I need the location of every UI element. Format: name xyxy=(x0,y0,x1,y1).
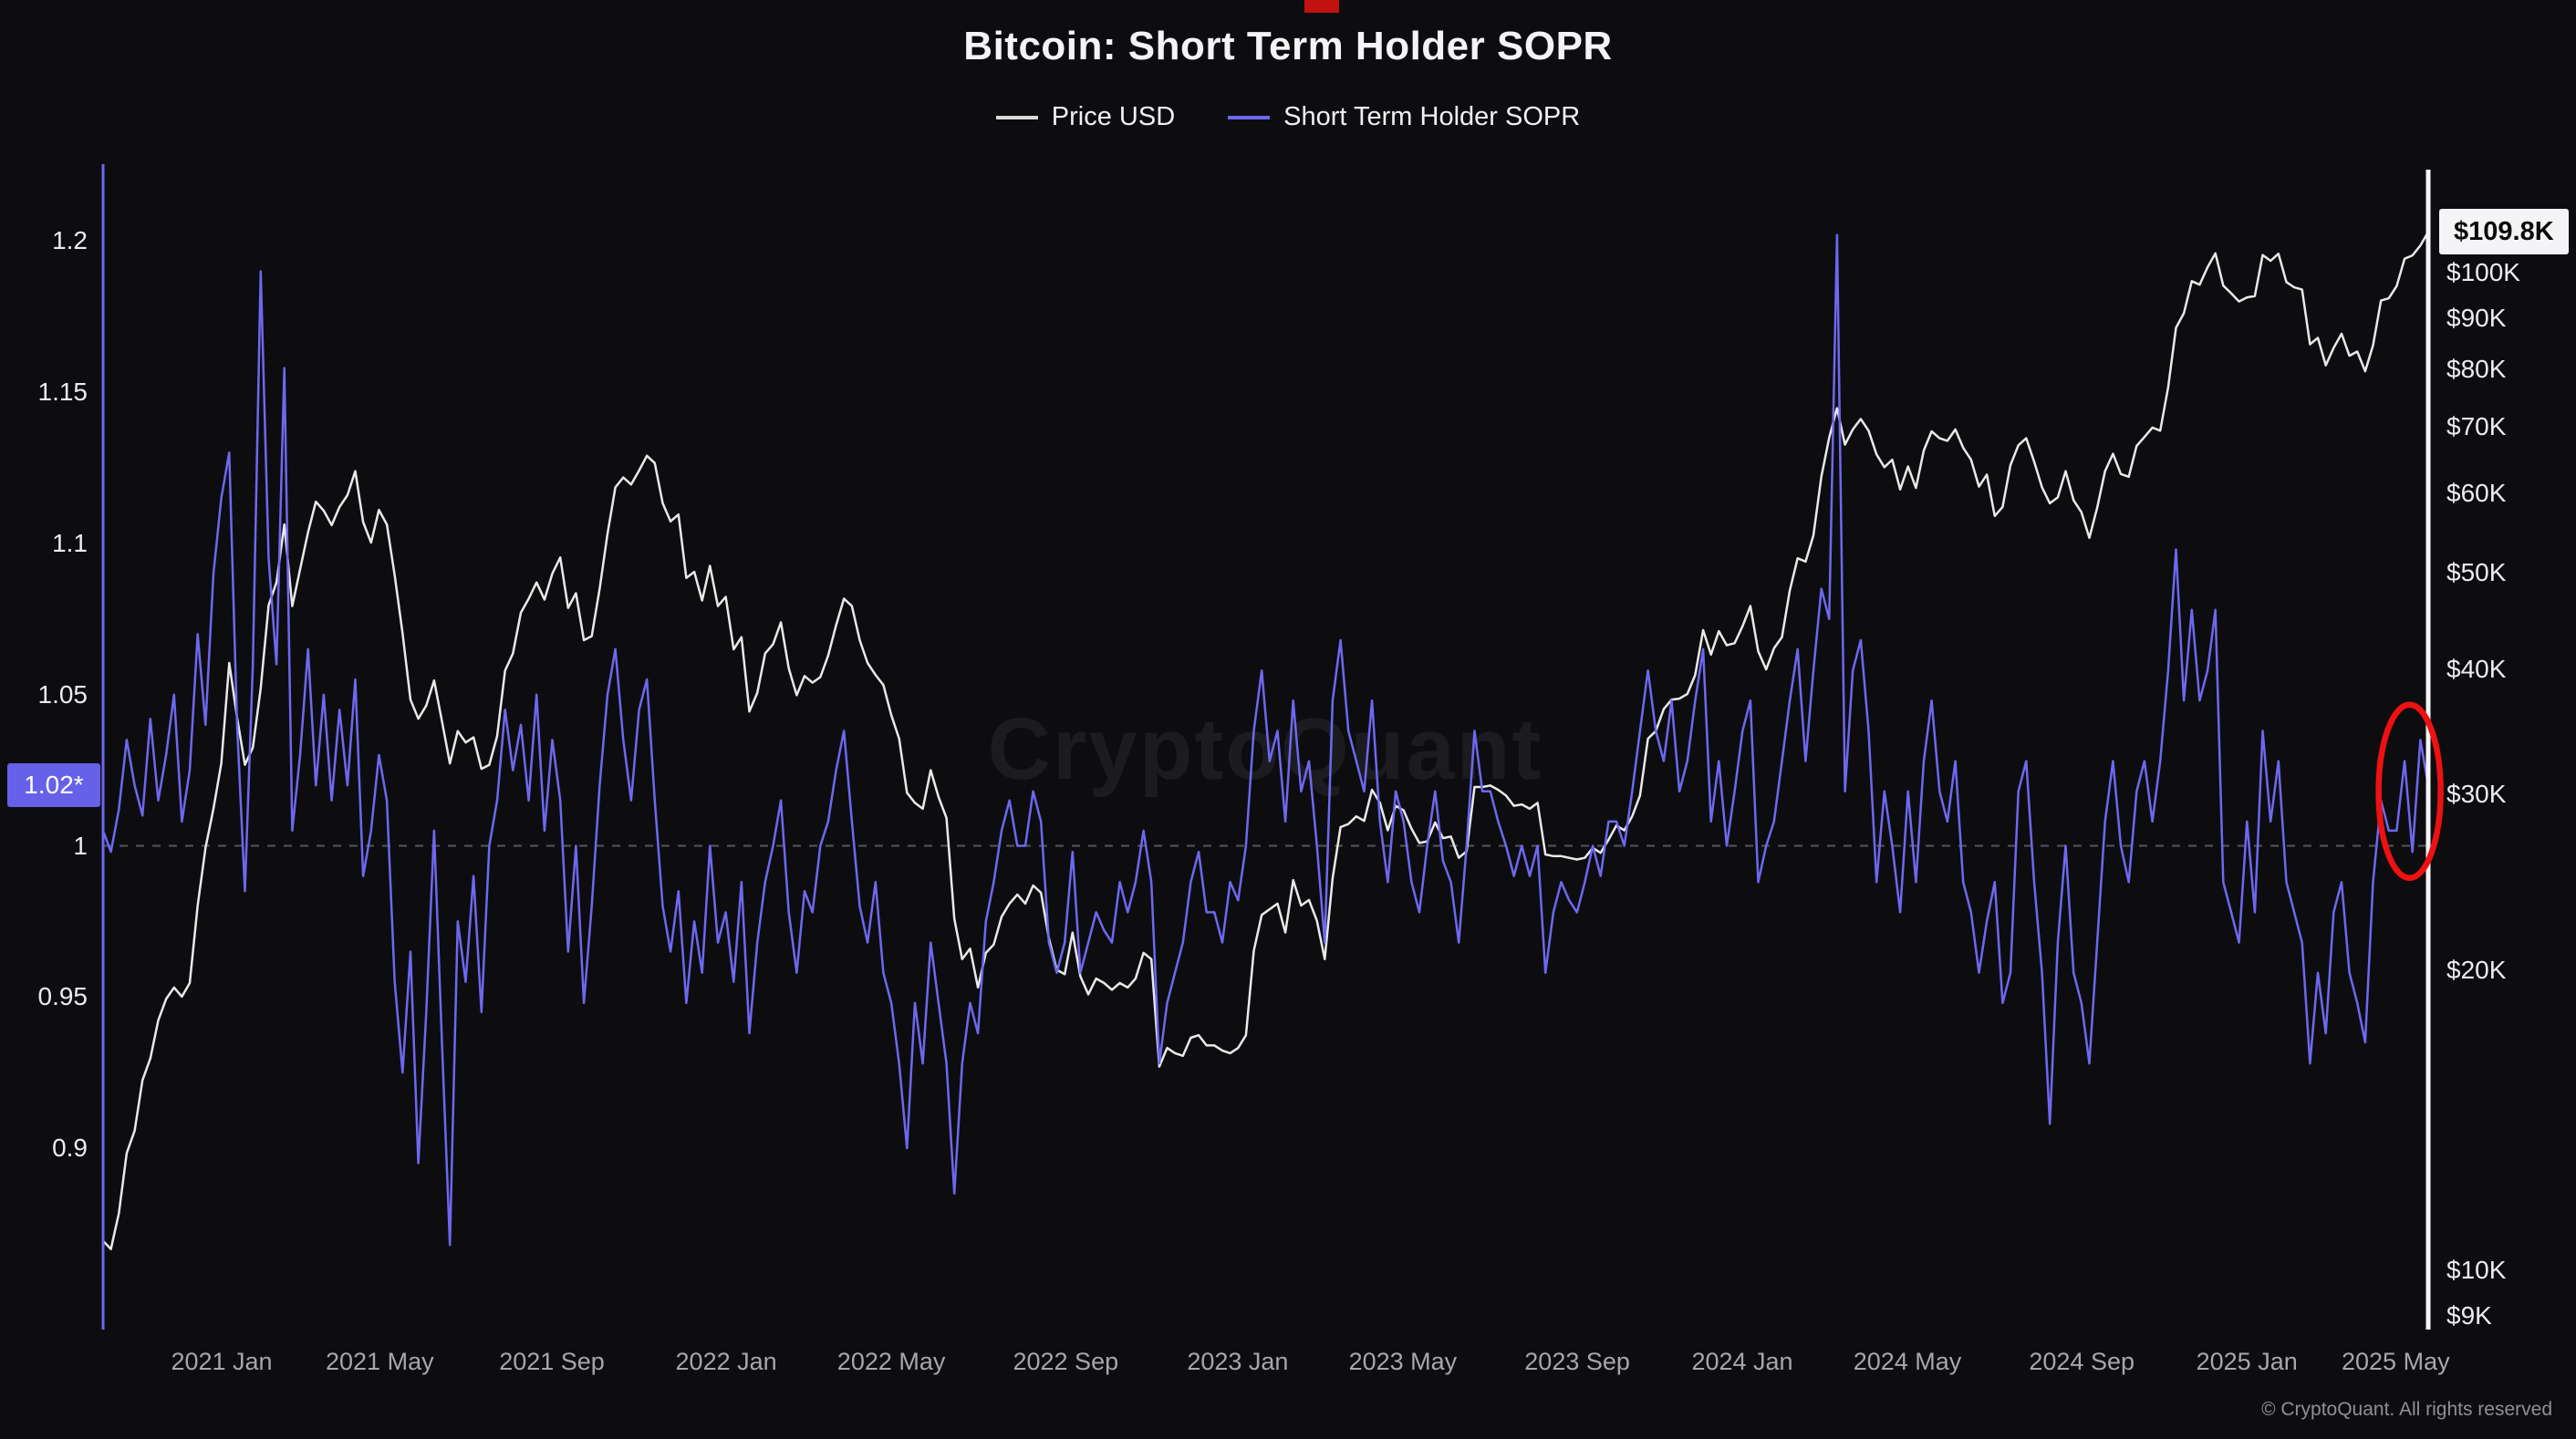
left-tick-1.15: 1.15 xyxy=(37,378,88,407)
copyright: © CryptoQuant. All rights reserved xyxy=(2261,1399,2552,1420)
right-tick-40k: $40K xyxy=(2446,655,2507,684)
highlight-ellipse xyxy=(2375,701,2444,882)
legend-swatch-icon xyxy=(1228,115,1271,119)
x-tick-2021-may: 2021 May xyxy=(326,1348,434,1375)
x-tick-2024-jan: 2024 Jan xyxy=(1691,1348,1793,1375)
x-tick-2022-sep: 2022 Sep xyxy=(1013,1348,1119,1375)
left-tick-0.9: 0.9 xyxy=(52,1134,88,1163)
right-tick-70k: $70K xyxy=(2446,412,2507,441)
legend-item-short-term-holder-sopr[interactable]: Short Term Holder SOPR xyxy=(1228,102,1580,132)
right-tick-50k: $50K xyxy=(2446,558,2507,587)
x-tick-2021-sep: 2021 Sep xyxy=(499,1348,605,1375)
x-tick-2024-sep: 2024 Sep xyxy=(2029,1348,2135,1375)
x-tick-2023-jan: 2023 Jan xyxy=(1187,1348,1289,1375)
series-price-usd xyxy=(101,231,2430,1250)
x-tick-2023-sep: 2023 Sep xyxy=(1524,1348,1630,1375)
x-tick-2025-jan: 2025 Jan xyxy=(2196,1348,2298,1375)
left-tick-1.2: 1.2 xyxy=(52,226,88,255)
right-tick-20k: $20K xyxy=(2446,955,2507,984)
legend-label: Price USD xyxy=(1051,102,1176,131)
left-tick-0.95: 0.95 xyxy=(37,982,88,1011)
legend-item-price-usd[interactable]: Price USD xyxy=(995,102,1176,132)
price-current-badge: $109.8K xyxy=(2439,209,2569,255)
right-tick-100k: $100K xyxy=(2446,257,2520,286)
left-tick-1.05: 1.05 xyxy=(37,679,88,709)
legend-swatch-icon xyxy=(995,115,1038,119)
right-tick-30k: $30K xyxy=(2446,779,2507,808)
x-tick-2024-may: 2024 May xyxy=(1853,1348,1962,1375)
x-tick-2022-jan: 2022 Jan xyxy=(675,1348,777,1375)
legend: Price USD Short Term Holder SOPR xyxy=(0,102,2576,132)
x-tick-2023-may: 2023 May xyxy=(1348,1348,1458,1375)
series-short-term-holder-sopr xyxy=(101,233,2430,1247)
right-tick-9k: $9K xyxy=(2446,1301,2492,1330)
sopr-current-badge: 1.02* xyxy=(7,763,100,808)
legend-label: Short Term Holder SOPR xyxy=(1283,102,1581,131)
right-tick-90k: $90K xyxy=(2446,303,2507,332)
left-tick-1: 1 xyxy=(73,831,88,860)
left-tick-1.1: 1.1 xyxy=(52,528,88,557)
x-tick-2021-jan: 2021 Jan xyxy=(171,1348,273,1375)
right-tick-10k: $10K xyxy=(2446,1255,2507,1284)
x-tick-2025-may: 2025 May xyxy=(2342,1348,2450,1375)
right-tick-60k: $60K xyxy=(2446,479,2507,508)
right-tick-80k: $80K xyxy=(2446,354,2507,383)
top-red-marker xyxy=(1304,0,1339,13)
chart-title: Bitcoin: Short Term Holder SOPR xyxy=(963,24,1613,68)
x-tick-2022-may: 2022 May xyxy=(836,1348,946,1375)
